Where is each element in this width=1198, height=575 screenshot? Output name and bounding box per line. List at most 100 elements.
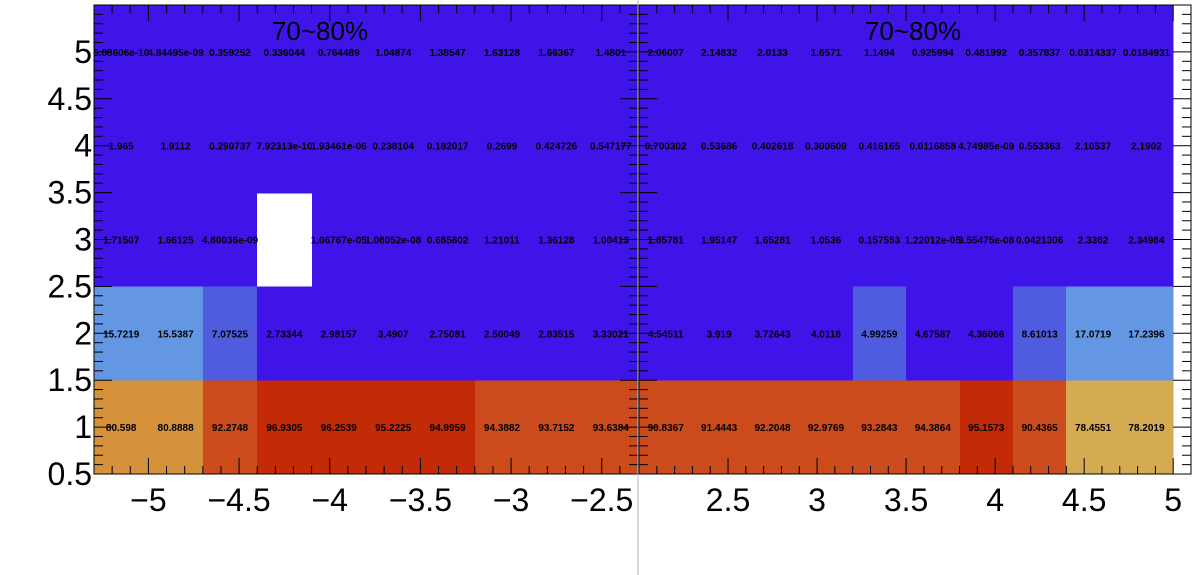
x-tick-label: −5 xyxy=(130,482,166,518)
heatmap-cell xyxy=(475,5,530,100)
heatmap-cell xyxy=(853,193,907,287)
cell-value-label: 0.157553 xyxy=(859,236,901,247)
heatmap-cell xyxy=(1066,380,1121,475)
heatmap-cell xyxy=(853,99,907,194)
cell-value-label: 0.547177 xyxy=(590,142,632,153)
cell-value-label: 1.4801 xyxy=(596,48,627,59)
heatmap-cell xyxy=(692,380,747,475)
cell-value-label: 4.36066 xyxy=(968,329,1005,340)
cell-value-label: 3.72643 xyxy=(754,329,791,340)
heatmap-cell xyxy=(906,99,961,194)
heatmap-cell xyxy=(906,380,961,475)
heatmap-cell xyxy=(746,286,800,381)
cell-value-label: 2.73344 xyxy=(266,329,303,340)
heatmap-cell xyxy=(475,193,530,287)
heatmap-cell xyxy=(1013,193,1067,287)
heatmap-cell xyxy=(746,5,800,100)
heatmap-cell xyxy=(257,380,313,475)
heatmap-cell xyxy=(692,286,747,381)
cell-value-label: 7.07525 xyxy=(212,329,249,340)
cell-value-label: 92.2048 xyxy=(754,423,791,434)
cell-value-label: 92.2748 xyxy=(212,423,249,434)
cell-value-label: 1.0536 xyxy=(811,236,842,247)
y-tick-label: 0.5 xyxy=(48,456,92,492)
cell-value-label: 0.53686 xyxy=(701,142,738,153)
heatmap-cell xyxy=(420,193,476,287)
left-panel-title: 70~80% xyxy=(272,16,368,46)
heatmap-cell xyxy=(420,5,476,100)
heatmap-cell xyxy=(1120,286,1174,381)
heatmap-cell xyxy=(1066,5,1121,100)
cell-value-label: 3.55475e-08 xyxy=(958,236,1015,247)
y-tick-label: 4.5 xyxy=(48,81,92,117)
heatmap-cell xyxy=(529,380,585,475)
heatmap-cell xyxy=(366,286,421,381)
cell-value-label: 93.7152 xyxy=(538,423,575,434)
y-tick-label: 4 xyxy=(74,128,92,164)
cell-value-label: 0.685802 xyxy=(427,236,469,247)
heatmap-cells: 90.8367 91.4443 92.2048 92.9769 93.2843 94.38… xyxy=(639,5,1174,475)
heatmap-cell xyxy=(257,5,313,100)
cell-value-label: 5.88606e-10 xyxy=(93,48,150,59)
heatmap-cell xyxy=(257,193,313,287)
cell-value-label: 0.238104 xyxy=(372,142,414,153)
heatmap-cell xyxy=(257,286,313,381)
heatmap-cell xyxy=(312,380,367,475)
cell-value-label: 0.290737 xyxy=(209,142,251,153)
heatmap-cell xyxy=(529,99,585,194)
cell-value-label: 0.764489 xyxy=(318,48,360,59)
cell-value-label: 0.416165 xyxy=(859,142,901,153)
heatmap-cell xyxy=(906,286,961,381)
heatmap-cell xyxy=(692,5,747,100)
cell-value-label: 2.06007 xyxy=(648,48,685,59)
heatmap-cell xyxy=(960,99,1014,194)
cell-value-label: 0.357837 xyxy=(1019,48,1061,59)
cell-value-label: 1.65281 xyxy=(754,236,791,247)
x-tick-label: 4 xyxy=(986,482,1004,518)
x-tick-label: 3.5 xyxy=(884,482,928,518)
heatmap-cell xyxy=(148,99,204,194)
cell-value-label: 2.10537 xyxy=(1075,142,1112,153)
y-tick-label: 1 xyxy=(74,409,92,445)
heatmap-cell xyxy=(692,99,747,194)
cell-value-label: 1.63128 xyxy=(484,48,521,59)
cell-value-label: 4.67587 xyxy=(915,329,952,340)
heatmap-cell xyxy=(366,193,421,287)
cell-value-label: 2.0133 xyxy=(757,48,788,59)
cell-value-label: 4.54511 xyxy=(648,329,684,340)
cell-value-label: 93.6384 xyxy=(593,423,630,434)
heatmap-cell xyxy=(960,286,1014,381)
heatmap-cell xyxy=(1120,99,1174,194)
heatmap-cell xyxy=(799,193,854,287)
heatmap-cell xyxy=(203,5,258,100)
cell-value-label: 2.14832 xyxy=(701,48,738,59)
heatmap-cell xyxy=(529,286,585,381)
cell-value-label: 78.2019 xyxy=(1128,423,1165,434)
heatmap-cells: 80.598 80.8888 92.2748 96.9305 96.2539 95.222… xyxy=(93,5,639,475)
cell-value-label: 4.80036e-09 xyxy=(202,236,259,247)
heatmap-cell xyxy=(203,193,258,287)
cell-value-label: 2.50049 xyxy=(484,329,521,340)
cell-value-label: 4.84495e-09 xyxy=(148,48,205,59)
heatmap-cell xyxy=(203,380,258,475)
x-tick-label: −4.5 xyxy=(207,482,270,518)
heatmap-cell xyxy=(1066,99,1121,194)
cell-value-label: 1.08052e-08 xyxy=(365,236,422,247)
heatmap-cell xyxy=(584,99,639,194)
cell-value-label: 94.3864 xyxy=(915,423,952,434)
y-tick-label: 3 xyxy=(74,222,92,258)
cell-value-label: 1.06767e-05 xyxy=(311,236,368,247)
cell-value-label: 94.3882 xyxy=(484,423,521,434)
heatmap-cell xyxy=(1120,193,1174,287)
cell-value-label: 17.0719 xyxy=(1075,329,1112,340)
cell-value-label: 96.9305 xyxy=(266,423,303,434)
heatmap-cell xyxy=(1013,99,1067,194)
cell-value-label: 1.95147 xyxy=(701,236,738,247)
x-tick-label: −3.5 xyxy=(389,482,452,518)
cell-value-label: 91.4443 xyxy=(701,423,738,434)
heatmap-cell xyxy=(420,99,476,194)
heatmap-cell xyxy=(1120,380,1174,475)
heatmap-cell xyxy=(312,99,367,194)
cell-value-label: 1.36128 xyxy=(538,236,575,247)
x-tick-label: 4.5 xyxy=(1062,482,1106,518)
